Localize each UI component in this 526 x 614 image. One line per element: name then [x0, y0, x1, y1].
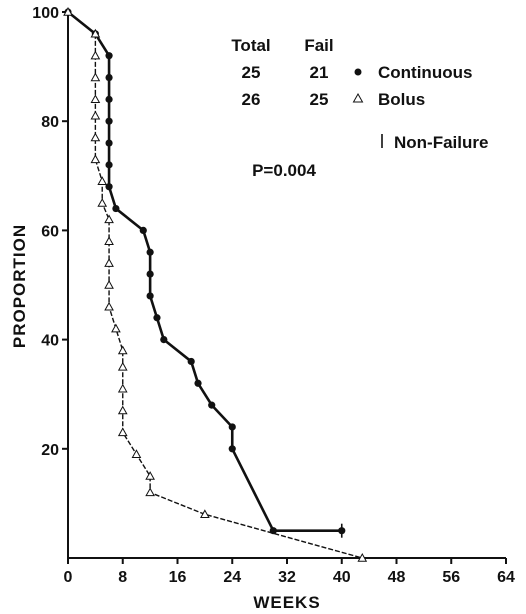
data-point-bolus	[90, 50, 101, 60]
data-point-continuous	[105, 73, 113, 82]
data-point-continuous	[153, 314, 161, 322]
data-point-continuous	[228, 445, 236, 453]
legend-fail-continuous: 21	[310, 63, 329, 82]
data-point-bolus	[97, 198, 108, 207]
legend-bolus-marker-icon	[352, 92, 364, 103]
data-point-continuous	[105, 117, 113, 125]
y-ticks: 20 40 60 80 100	[32, 5, 68, 459]
x-tick-label: 16	[169, 569, 187, 586]
series-bolus	[63, 6, 368, 562]
data-point-bolus	[90, 132, 101, 142]
data-point-continuous	[160, 336, 168, 344]
data-point-continuous	[105, 183, 113, 191]
data-point-bolus	[104, 279, 114, 289]
data-point-bolus	[117, 383, 128, 393]
data-point-bolus	[145, 471, 155, 480]
data-point-bolus	[104, 236, 114, 246]
x-tick-label: 48	[388, 569, 406, 586]
data-point-bolus	[145, 487, 155, 497]
data-point-continuous	[208, 401, 216, 409]
y-tick-label: 20	[41, 442, 59, 459]
y-tick-label: 40	[41, 333, 59, 350]
data-point-bolus	[357, 552, 368, 562]
data-point-bolus	[90, 72, 101, 82]
data-point-bolus	[117, 361, 128, 371]
x-tick-label: 40	[333, 569, 351, 586]
data-point-continuous	[105, 95, 113, 103]
legend-bolus-label: Bolus	[378, 90, 425, 109]
data-point-bolus	[200, 509, 210, 519]
data-point-continuous	[146, 248, 154, 256]
data-point-bolus	[104, 214, 114, 224]
legend-header-total: Total	[231, 36, 270, 55]
data-point-continuous	[105, 161, 113, 169]
data-point-bolus	[90, 94, 101, 104]
x-axis-label: WEEKS	[253, 593, 320, 612]
data-point-continuous	[146, 292, 154, 300]
data-point-bolus	[90, 110, 101, 120]
x-tick-label: 64	[497, 569, 515, 586]
x-ticks: 0 8 16 24 32 40 48 56 64	[64, 558, 515, 586]
data-point-continuous	[194, 379, 202, 387]
data-point-bolus	[111, 323, 121, 333]
data-point-continuous	[105, 139, 113, 147]
data-point-continuous	[105, 52, 113, 60]
axes	[67, 12, 506, 559]
series-line-bolus	[67, 11, 363, 559]
data-point-bolus	[90, 154, 101, 164]
p-value-label: P=0.004	[252, 161, 316, 180]
data-point-continuous	[112, 204, 120, 213]
legend: Total Fail 25 21 Continuous 26 25 Bolus …	[231, 36, 488, 180]
data-point-continuous	[146, 270, 154, 278]
data-point-bolus	[97, 176, 108, 185]
y-tick-label: 80	[41, 114, 59, 131]
legend-fail-bolus: 25	[310, 90, 329, 109]
data-point-bolus	[117, 427, 128, 437]
y-tick-label: 100	[32, 5, 59, 22]
data-point-bolus	[117, 345, 128, 355]
data-point-bolus	[131, 449, 142, 458]
data-point-bolus	[104, 301, 114, 311]
data-point-continuous	[187, 357, 195, 366]
y-tick-label: 60	[41, 223, 59, 240]
x-tick-label: 0	[64, 569, 73, 586]
y-axis-label: PROPORTION	[10, 224, 29, 348]
data-point-bolus	[90, 28, 101, 38]
legend-continuous-label: Continuous	[378, 63, 472, 82]
x-tick-label: 32	[278, 569, 296, 586]
data-point-continuous	[228, 423, 236, 431]
x-tick-label: 24	[223, 569, 241, 586]
legend-header-fail: Fail	[304, 36, 333, 55]
legend-censor-label: Non-Failure	[394, 133, 488, 152]
legend-total-continuous: 25	[242, 63, 261, 82]
data-point-bolus	[63, 6, 73, 16]
series-continuous	[64, 8, 346, 538]
legend-continuous-marker-icon	[354, 68, 362, 76]
data-point-bolus	[117, 405, 128, 415]
data-point-continuous	[139, 226, 147, 234]
x-tick-label: 56	[442, 569, 460, 586]
x-tick-label: 8	[118, 569, 127, 586]
legend-total-bolus: 26	[242, 90, 261, 109]
series-layer	[63, 6, 368, 562]
data-point-bolus	[104, 258, 114, 267]
